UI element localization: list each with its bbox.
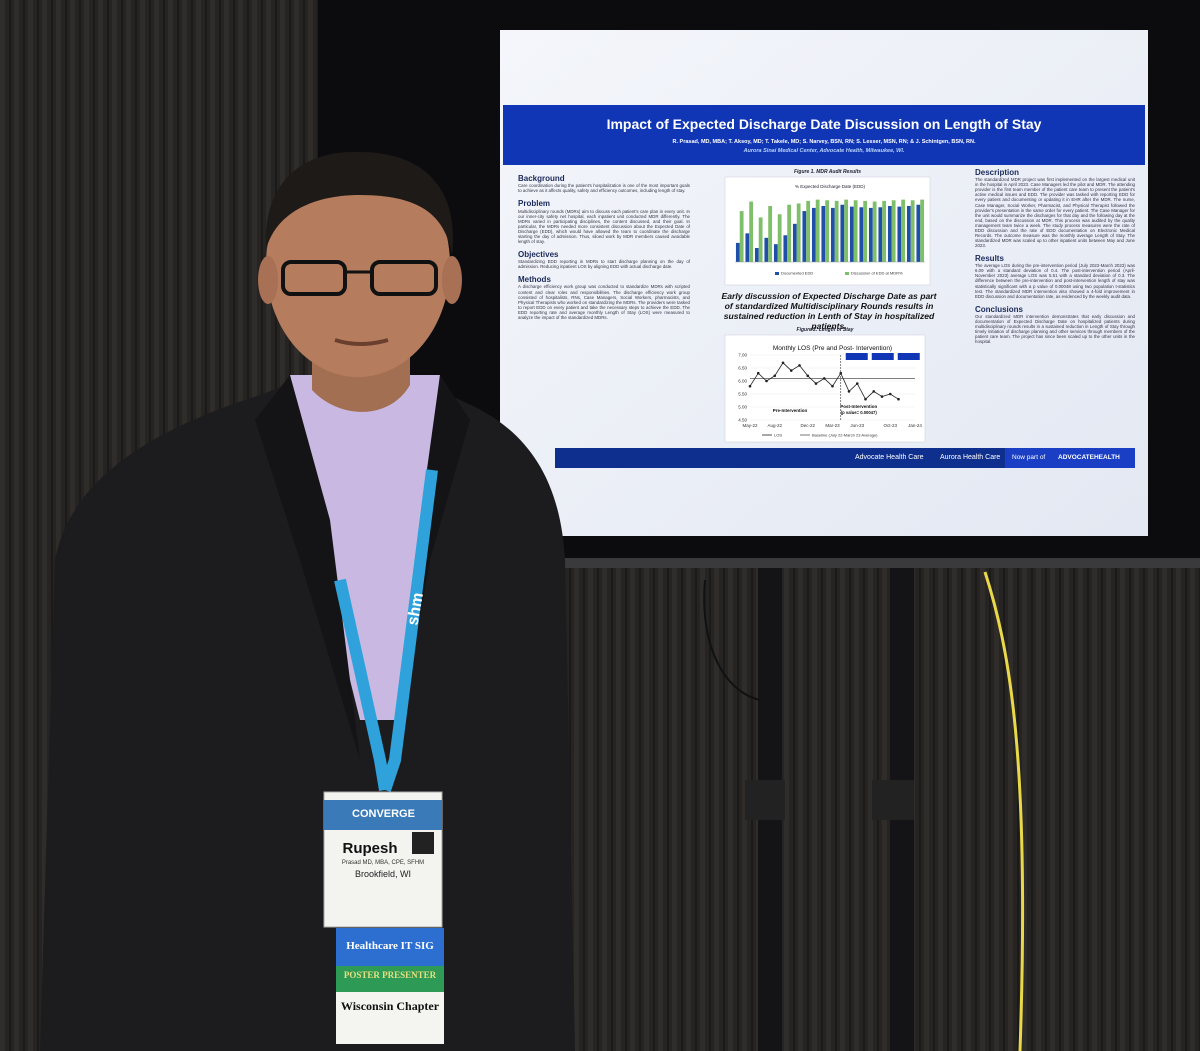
section-heading: Description xyxy=(975,168,1020,177)
qr-code xyxy=(412,832,434,854)
section-heading: Background xyxy=(518,174,565,183)
section-text: The standardized MDR project was first i… xyxy=(975,177,1135,248)
face xyxy=(266,153,450,377)
glasses xyxy=(281,260,347,296)
footer-accent xyxy=(1005,448,1135,468)
stand-clamp xyxy=(745,780,785,820)
footer-logo: Aurora Health Care xyxy=(940,454,1001,461)
section-text: Multidisciplinary rounds (MDRs) aim to d… xyxy=(518,208,690,244)
ribbon xyxy=(336,966,444,992)
lapel xyxy=(395,375,470,760)
badge-credentials: Prasad MD, MBA, CPE, SFHM xyxy=(341,860,425,866)
ribbon xyxy=(336,992,444,1044)
footer-logo: Advocate Health Care xyxy=(855,454,924,461)
ribbon-label: Wisconsin Chapter xyxy=(340,999,440,1013)
left-column: Background Care coordination during the p… xyxy=(518,174,690,326)
badge-event: CONVERGE xyxy=(352,808,415,820)
poster-authors: R. Prasad, MD, MBA; T. Aksoy, MD; T. Tak… xyxy=(672,139,976,145)
right-column: Description The standardized MDR project … xyxy=(975,168,1135,350)
section-heading: Methods xyxy=(518,275,551,285)
badge-header xyxy=(324,800,442,830)
ear xyxy=(258,256,278,304)
section-text: Care coordination during the patient's h… xyxy=(518,183,690,194)
figure2-frame xyxy=(724,334,926,443)
poster-affiliation: Aurora Sinai Medical Center, Advocate He… xyxy=(743,148,905,154)
section-text: A discharge efficiency work group was co… xyxy=(518,284,690,320)
title-bar xyxy=(503,105,1145,165)
figure2-caption: Figure 2. Length of Stay xyxy=(796,327,854,333)
cable xyxy=(703,579,761,701)
figure1-frame xyxy=(724,176,931,286)
badge-location: Brookfield, WI xyxy=(354,869,412,879)
footer-logo: ADVOCATEHEALTH xyxy=(1058,454,1120,461)
section-heading: Results xyxy=(975,254,1004,264)
ribbon-label: POSTER PRESENTER xyxy=(343,970,437,980)
cable xyxy=(983,571,1025,1051)
ear xyxy=(442,256,462,304)
badge-name: Rupesh xyxy=(342,840,398,857)
ribbon-label: Healthcare IT SIG xyxy=(346,940,434,952)
ribbon xyxy=(336,928,444,966)
section-heading: Conclusions xyxy=(975,304,1024,314)
shirt xyxy=(290,375,440,720)
stand-clamp xyxy=(872,780,914,820)
figure1-caption: Figure 1. MDR Audit Results xyxy=(793,169,862,175)
lapel xyxy=(255,375,360,760)
section-text: Our standardized MDR intervention demons… xyxy=(975,313,1135,345)
poster-title: Impact of Expected Discharge Date Discus… xyxy=(606,116,1042,132)
footer-bar xyxy=(555,448,1135,468)
section-heading: Objectives xyxy=(518,249,559,259)
section-text: Standardizing EDD reporting in MDRs to s… xyxy=(518,259,690,270)
key-statement: Early discussion of Expected Discharge D… xyxy=(721,291,937,331)
section-heading: Problem xyxy=(518,199,551,209)
lanyard xyxy=(379,469,438,792)
footer-now: Now part of xyxy=(1012,454,1046,461)
stand-bar xyxy=(555,558,1200,568)
glasses xyxy=(370,260,438,296)
mouth xyxy=(334,338,389,346)
section-text: The average LOS during the pre-intervent… xyxy=(975,263,1135,299)
hair xyxy=(265,151,454,255)
